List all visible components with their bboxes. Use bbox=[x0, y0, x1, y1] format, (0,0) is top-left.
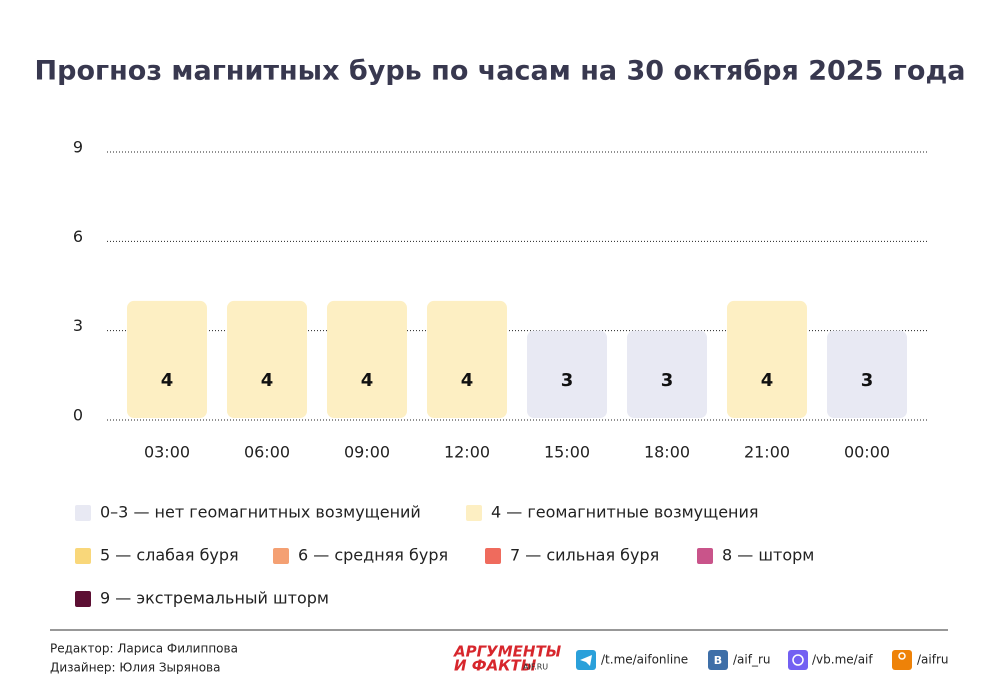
x-tick-label: 18:00 bbox=[644, 443, 690, 462]
link[interactable]: /aifru bbox=[917, 653, 949, 667]
logo-line2: И ФАКТЫ bbox=[454, 657, 537, 675]
value-label: 4 bbox=[161, 370, 174, 391]
legend-label: 8 — шторм bbox=[722, 546, 814, 565]
y-tick-label: 6 bbox=[73, 227, 83, 246]
vk-glyph: B bbox=[714, 654, 722, 667]
legend-label: 0–3 — нет геомагнитных возмущений bbox=[100, 503, 421, 522]
telegram-glyph bbox=[580, 655, 592, 666]
value-label: 4 bbox=[361, 370, 374, 391]
value-label: 3 bbox=[861, 370, 874, 391]
legend-label: 5 — слабая буря bbox=[100, 546, 239, 565]
legend-swatch bbox=[75, 548, 91, 564]
link[interactable]: /vb.me/aif bbox=[812, 653, 873, 667]
bar bbox=[527, 330, 607, 418]
value-label: 3 bbox=[661, 370, 674, 391]
y-tick-label: 9 bbox=[73, 138, 83, 157]
ok-glyph bbox=[898, 652, 906, 660]
viber-icon[interactable] bbox=[788, 650, 808, 670]
y-tick-label: 0 bbox=[73, 406, 83, 425]
vk-icon[interactable] bbox=[708, 650, 728, 670]
bar bbox=[427, 300, 507, 418]
value-label: 3 bbox=[561, 370, 574, 391]
legend-label: 9 — экстремальный шторм bbox=[100, 589, 329, 608]
logo-site: AIF.RU bbox=[523, 663, 548, 672]
x-tick-label: 09:00 bbox=[344, 443, 390, 462]
editor: Редактор: Лариса Филиппова bbox=[50, 642, 238, 656]
legend-swatch bbox=[466, 505, 482, 521]
x-tick-label: 03:00 bbox=[144, 443, 190, 462]
designer: Дизайнер: Юлия Зырянова bbox=[50, 661, 220, 675]
legend-label: 6 — средняя буря bbox=[298, 546, 448, 565]
legend-swatch bbox=[75, 591, 91, 607]
bar bbox=[727, 300, 807, 418]
y-tick-label: 3 bbox=[73, 316, 83, 335]
link[interactable]: /t.me/aifonline bbox=[601, 653, 688, 667]
legend-swatch bbox=[75, 505, 91, 521]
x-tick-label: 00:00 bbox=[844, 443, 890, 462]
ok-icon[interactable] bbox=[892, 650, 912, 670]
value-label: 4 bbox=[261, 370, 274, 391]
bar bbox=[127, 300, 207, 418]
bar bbox=[827, 330, 907, 418]
legend-swatch bbox=[697, 548, 713, 564]
x-tick-label: 15:00 bbox=[544, 443, 590, 462]
legend-swatch bbox=[273, 548, 289, 564]
bar bbox=[227, 300, 307, 418]
x-tick-label: 21:00 bbox=[744, 443, 790, 462]
x-tick-label: 12:00 bbox=[444, 443, 490, 462]
bar bbox=[327, 300, 407, 418]
bar bbox=[627, 330, 707, 418]
chart-title: Прогноз магнитных бурь по часам на 30 ок… bbox=[35, 56, 966, 87]
legend-swatch bbox=[485, 548, 501, 564]
logo-line1: АРГУМЕНТЫ bbox=[453, 643, 562, 661]
link[interactable]: /aif_ru bbox=[733, 653, 771, 667]
x-tick-label: 06:00 bbox=[244, 443, 290, 462]
value-label: 4 bbox=[761, 370, 774, 391]
legend-label: 7 — сильная буря bbox=[510, 546, 659, 565]
legend-label: 4 — геомагнитные возмущения bbox=[491, 503, 759, 522]
viber-glyph bbox=[792, 654, 804, 666]
value-label: 4 bbox=[461, 370, 474, 391]
